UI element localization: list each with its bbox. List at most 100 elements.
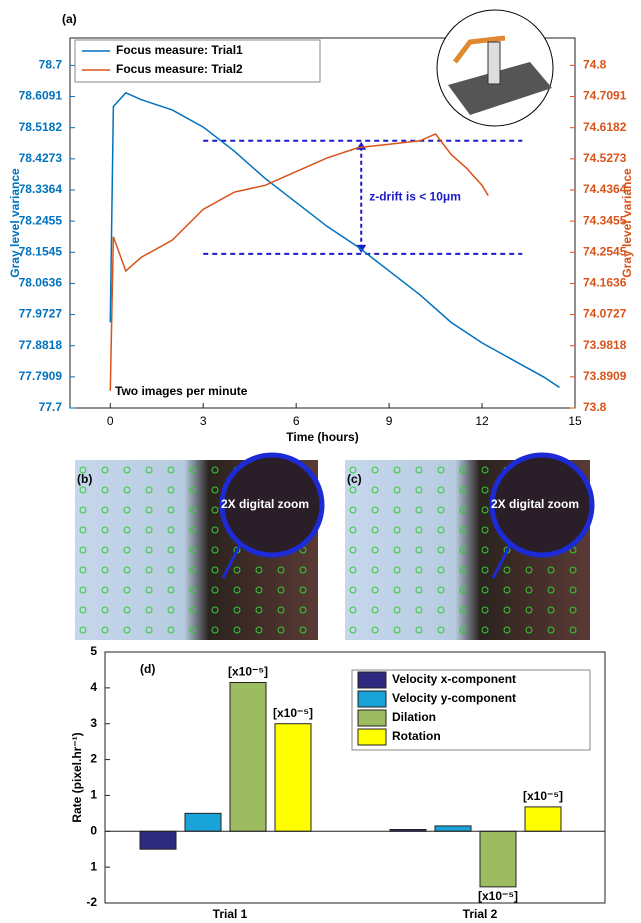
y2-tick-label: 73.8 xyxy=(583,400,607,414)
y-tick-label: 78.5182 xyxy=(19,120,63,134)
tracking-point xyxy=(569,566,577,574)
tracking-point xyxy=(437,466,445,474)
tracking-point xyxy=(349,606,357,614)
tracking-point xyxy=(145,626,153,634)
legend-swatch xyxy=(357,709,387,727)
tracking-point xyxy=(481,526,489,534)
tracking-point xyxy=(123,466,131,474)
tracking-point xyxy=(79,466,87,474)
panel-label: (b) xyxy=(77,472,92,486)
tracking-point xyxy=(481,506,489,514)
y2-tick-label: 74.8 xyxy=(583,58,607,72)
tracking-point xyxy=(525,586,533,594)
tracking-point xyxy=(481,586,489,594)
label-bg xyxy=(58,4,118,34)
tracking-point xyxy=(233,566,241,574)
tracking-point xyxy=(393,546,401,554)
tracking-point xyxy=(233,586,241,594)
tracking-point xyxy=(547,606,555,614)
y-tick-label: 77.9727 xyxy=(19,307,63,321)
annotation: z-drift is < 10μm xyxy=(369,189,461,203)
tracking-point xyxy=(349,586,357,594)
tracking-point xyxy=(481,486,489,494)
tracking-point xyxy=(233,606,241,614)
tracking-point xyxy=(349,466,357,474)
y2-tick-label: 74.7091 xyxy=(583,89,627,103)
y-tick-label: -2 xyxy=(86,895,97,909)
tracking-point xyxy=(79,526,87,534)
y-tick-label: 78.6091 xyxy=(19,89,63,103)
tracking-point xyxy=(481,566,489,574)
tracking-point xyxy=(437,506,445,514)
tracking-point xyxy=(349,546,357,554)
y2-tick-label: 74.5273 xyxy=(583,151,627,165)
tracking-point xyxy=(101,626,109,634)
tracking-point xyxy=(459,566,467,574)
tracking-point xyxy=(437,526,445,534)
tracking-point xyxy=(503,626,511,634)
tracking-point xyxy=(415,526,423,534)
bar xyxy=(479,830,517,888)
tracking-point xyxy=(189,566,197,574)
tracking-point xyxy=(79,546,87,554)
y2-tick-label: 74.1636 xyxy=(583,276,627,290)
tracking-point xyxy=(459,606,467,614)
y2-tick-label: 73.8909 xyxy=(583,369,627,383)
tracking-point xyxy=(371,526,379,534)
zoom-circle xyxy=(489,452,595,558)
tracking-point xyxy=(145,526,153,534)
bar xyxy=(229,681,267,832)
tracking-point xyxy=(525,606,533,614)
tracking-point xyxy=(371,506,379,514)
tracking-point xyxy=(525,626,533,634)
tracking-point xyxy=(101,486,109,494)
scale-note: [x10⁻⁵] xyxy=(478,889,518,903)
tracking-point xyxy=(503,606,511,614)
x-tick-label: 6 xyxy=(293,414,300,428)
line-series xyxy=(109,91,560,389)
tracking-point xyxy=(393,526,401,534)
tracking-point xyxy=(415,546,423,554)
tracking-point xyxy=(79,606,87,614)
y-tick-label: 3 xyxy=(90,716,97,730)
tracking-point xyxy=(255,606,263,614)
tracking-point xyxy=(299,626,307,634)
panel-label: (c) xyxy=(347,472,362,486)
tracking-point xyxy=(547,566,555,574)
tracking-point xyxy=(415,626,423,634)
x-tick-label: Trial 1 xyxy=(213,907,248,921)
inset-rail xyxy=(453,35,506,64)
tracking-point xyxy=(393,626,401,634)
tracking-point xyxy=(123,566,131,574)
y-tick-label: 77.8818 xyxy=(19,338,63,352)
tracking-point xyxy=(189,586,197,594)
tracking-point xyxy=(167,486,175,494)
y-tick-label: 78.2455 xyxy=(19,213,63,227)
legend-swatch xyxy=(357,728,387,746)
tracking-point xyxy=(211,466,219,474)
tracking-point xyxy=(569,626,577,634)
tracking-point xyxy=(393,566,401,574)
panel-label: (d) xyxy=(140,662,155,676)
plot-frame xyxy=(69,37,576,409)
y-tick-label: 5 xyxy=(90,644,97,658)
tracking-point xyxy=(437,546,445,554)
tracking-point xyxy=(459,546,467,554)
tracking-point xyxy=(123,586,131,594)
legend-label: Velocity y-component xyxy=(392,691,516,705)
tracking-point xyxy=(415,486,423,494)
y2-tick-label: 73.9818 xyxy=(583,338,627,352)
tracking-point xyxy=(547,586,555,594)
zoom-arrow xyxy=(491,544,512,579)
tracking-point xyxy=(277,606,285,614)
tracking-point xyxy=(349,566,357,574)
bar xyxy=(434,825,472,832)
tracking-point xyxy=(437,586,445,594)
inset-plate xyxy=(448,62,552,115)
panel-label: (a) xyxy=(62,12,77,26)
tracking-point xyxy=(145,546,153,554)
tracking-point xyxy=(437,486,445,494)
legend-label: Dilation xyxy=(392,710,436,724)
legend-label: Rotation xyxy=(392,729,441,743)
y-tick-label: 1 xyxy=(90,859,97,873)
